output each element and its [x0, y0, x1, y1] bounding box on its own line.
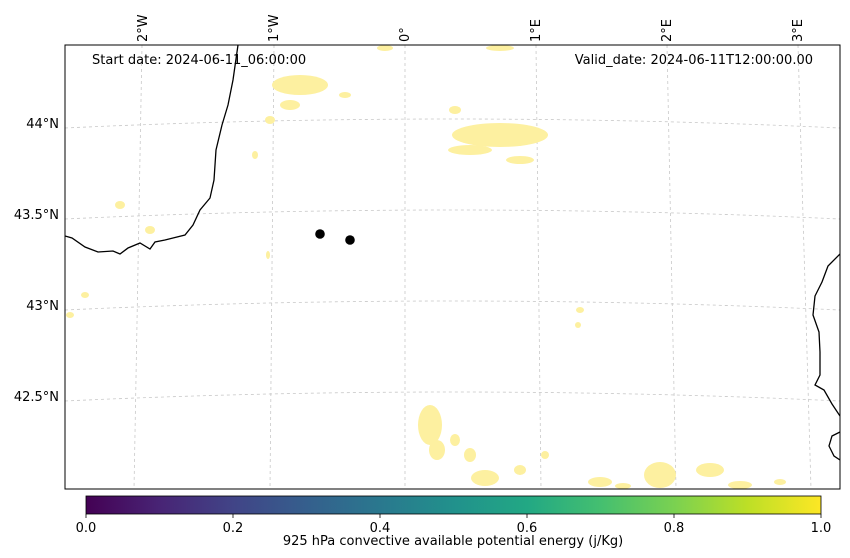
- station-marker[interactable]: [315, 229, 325, 239]
- coastline-west: [65, 45, 239, 255]
- colorbar-tick-label: 0.4: [370, 521, 391, 536]
- lat-label: 43°N: [26, 299, 59, 314]
- colorbar-gradient: [85, 495, 822, 515]
- colorbar-ticks: [85, 514, 822, 518]
- lat-label: 44°N: [26, 117, 59, 132]
- coastline-east: [812, 253, 840, 417]
- lon-label: 1°E: [529, 19, 544, 42]
- lon-label: 0°: [398, 27, 413, 42]
- map-frame: [64, 44, 841, 490]
- cape-field: [66, 45, 786, 489]
- graticule: [65, 45, 840, 489]
- colorbar-label: 925 hPa convective available potential e…: [283, 534, 623, 549]
- colorbar-tick-label: 1.0: [811, 521, 832, 536]
- coastline-east-lower: [828, 431, 840, 461]
- colorbar-tick-label: 0.2: [223, 521, 244, 536]
- longitude-labels: 2°W 1°W 0° 1°E 2°E 3°E: [136, 14, 806, 42]
- valid-date-text: Valid_date: 2024-06-11T12:00:00.00: [575, 53, 813, 68]
- lat-label: 43.5°N: [14, 208, 59, 223]
- latitude-labels: 44°N 43.5°N 43°N 42.5°N: [14, 117, 59, 405]
- map-panel[interactable]: Start date: 2024-06-11_06:00:00 Valid_da…: [64, 44, 841, 490]
- colorbar-tick-label: 0.0: [76, 521, 97, 536]
- map-background: [65, 45, 840, 489]
- station-marker[interactable]: [345, 235, 355, 245]
- lon-label: 1°W: [267, 14, 282, 42]
- lon-label: 3°E: [791, 19, 806, 42]
- coastlines: [65, 45, 840, 461]
- station-markers: [315, 229, 355, 245]
- lon-label: 2°W: [136, 14, 151, 42]
- lon-label: 2°E: [660, 19, 675, 42]
- start-date-text: Start date: 2024-06-11_06:00:00: [92, 53, 306, 68]
- lat-label: 42.5°N: [14, 390, 59, 405]
- colorbar: 0.0 0.2 0.4 0.6 0.8 1.0 925 hPa convecti…: [76, 495, 832, 549]
- colorbar-tick-label: 0.8: [664, 521, 685, 536]
- colorbar-tick-label: 0.6: [517, 521, 538, 536]
